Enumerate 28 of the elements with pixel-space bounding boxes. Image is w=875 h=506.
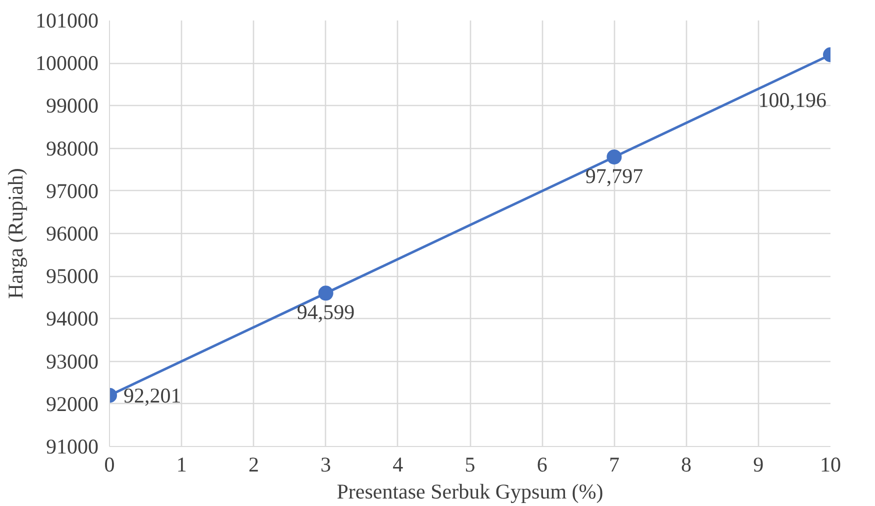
x-tick-label: 8 <box>681 452 692 476</box>
y-tick-label: 101000 <box>36 8 98 32</box>
y-tick-label: 92000 <box>46 392 98 416</box>
y-tick-label: 97000 <box>46 178 98 203</box>
y-tick-label: 94000 <box>46 306 98 331</box>
x-axis-title: Presentase Serbuk Gypsum (%) <box>336 480 604 504</box>
x-tick-label: 4 <box>392 452 404 476</box>
y-tick-label: 100000 <box>36 51 98 76</box>
x-tick-label: 2 <box>248 452 259 476</box>
y-tick-label: 91000 <box>46 434 98 458</box>
x-tick-label: 1 <box>176 452 187 476</box>
x-tick-label: 6 <box>536 452 548 476</box>
x-tick-label: 5 <box>464 452 476 476</box>
y-axis-title: Harga (Rupiah) <box>4 168 28 299</box>
data-label: 100,196 <box>758 88 826 112</box>
x-tick-label: 3 <box>320 452 332 476</box>
data-label: 97,797 <box>585 164 644 188</box>
y-tick-label: 96000 <box>46 222 98 246</box>
y-tick-label: 95000 <box>46 264 98 288</box>
y-tick-label: 98000 <box>46 136 98 160</box>
data-label: 94,599 <box>296 300 355 324</box>
data-label: 92,201 <box>124 383 182 408</box>
y-tick-label: 99000 <box>46 94 98 118</box>
x-tick-label: 0 <box>104 452 115 476</box>
x-tick-label: 7 <box>608 452 620 476</box>
y-tick-label: 93000 <box>46 349 98 374</box>
x-tick-label: 10 <box>820 452 841 476</box>
x-tick-label: 9 <box>753 452 764 476</box>
